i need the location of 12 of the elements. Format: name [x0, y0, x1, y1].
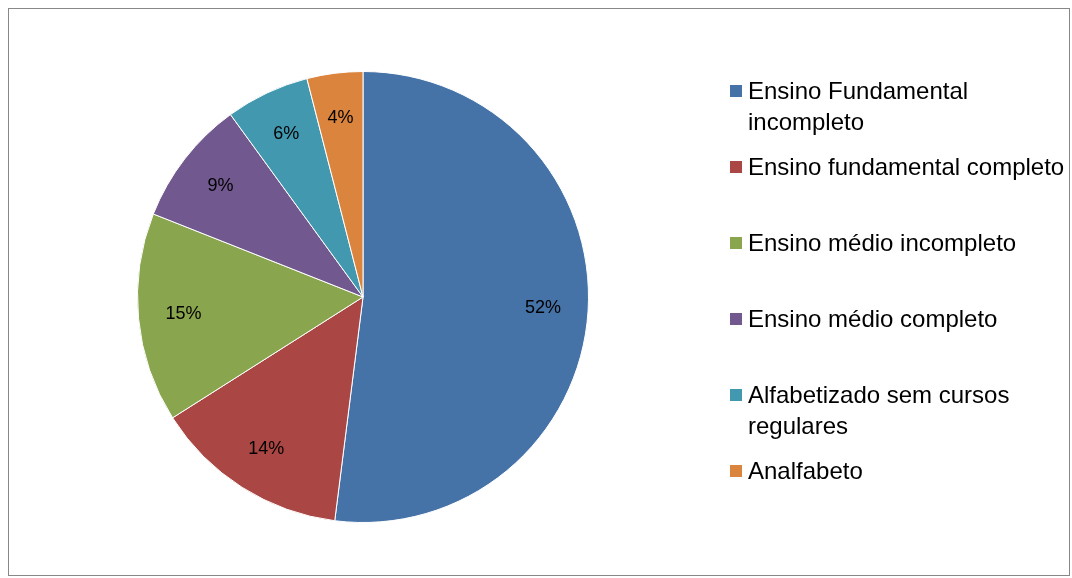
- legend-label: Alfabetizado sem cursos regulares: [748, 380, 1011, 441]
- legend-label: Ensino fundamental completo: [748, 152, 1065, 182]
- data-label: 6%: [273, 122, 300, 143]
- data-label: 52%: [525, 297, 562, 318]
- legend-label: Ensino médio completo: [748, 304, 998, 334]
- data-label: 14%: [248, 438, 285, 459]
- data-label: 15%: [165, 302, 202, 323]
- legend-label: Ensino médio incompleto: [748, 228, 1017, 258]
- legend-label: Analfabeto: [748, 456, 863, 486]
- legend-label: Ensino Fundamental incompleto: [748, 76, 970, 137]
- data-label: 9%: [207, 175, 234, 196]
- data-label: 4%: [327, 106, 354, 127]
